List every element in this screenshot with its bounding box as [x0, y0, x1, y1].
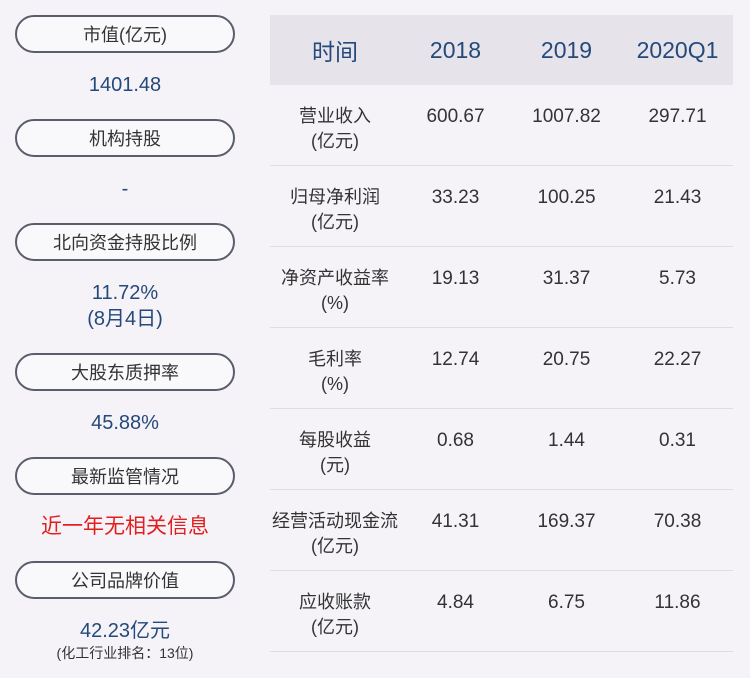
row-label: 应收账款 (亿元)	[270, 571, 400, 640]
market-cap-label: 市值(亿元)	[15, 15, 235, 53]
northbound-ratio-label: 北向资金持股比例	[15, 223, 235, 261]
table-cell: 21.43	[653, 187, 702, 208]
row-label-unit: (亿元)	[311, 212, 359, 232]
brand-value-label: 公司品牌价值	[15, 561, 235, 599]
row-label-unit: (亿元)	[311, 131, 359, 151]
table-cell: 600.67	[426, 106, 485, 127]
row-label-name: 毛利率	[308, 349, 362, 369]
table-row: 净资产收益率 (%) 19.13 31.37 5.73	[270, 247, 733, 328]
header-2018: 2018	[429, 36, 482, 63]
row-label-unit: (亿元)	[311, 536, 359, 556]
row-label: 营业收入 (亿元)	[270, 85, 400, 154]
table-cell: 20.75	[542, 349, 591, 370]
row-label-unit: (亿元)	[311, 617, 359, 637]
row-label: 归母净利润 (亿元)	[270, 166, 400, 235]
table-row: 应收账款 (亿元) 4.84 6.75 11.86	[270, 571, 733, 652]
left-panel: 市值(亿元) 1401.48 机构持股 - 北向资金持股比例 11.72% (8…	[0, 0, 250, 678]
table-cell: 22.27	[653, 349, 702, 370]
table-cell: 1007.82	[532, 106, 601, 127]
regulatory-status-value: 近一年无相关信息	[41, 515, 209, 538]
table-cell: 19.13	[431, 268, 480, 289]
pledge-ratio-label: 大股东质押率	[15, 353, 235, 391]
table-row: 归母净利润 (亿元) 33.23 100.25 21.43	[270, 166, 733, 247]
table-cell: 6.75	[548, 592, 585, 613]
market-cap-value: 1401.48	[88, 74, 162, 96]
table-cell: 100.25	[537, 187, 596, 208]
row-label-unit: (%)	[321, 374, 349, 394]
table-cell: 0.31	[659, 430, 696, 451]
table-cell: 297.71	[648, 106, 707, 127]
row-label: 净资产收益率 (%)	[270, 247, 400, 316]
regulatory-status-label: 最新监管情况	[15, 457, 235, 495]
header-2019: 2019	[540, 36, 593, 63]
row-label: 经营活动现金流 (亿元)	[270, 490, 400, 559]
northbound-ratio-value: 11.72%	[91, 282, 159, 304]
brand-value-value: 42.23亿元	[79, 620, 171, 642]
table-row: 每股收益 (元) 0.68 1.44 0.31	[270, 409, 733, 490]
table-cell: 11.86	[654, 592, 701, 613]
row-label: 每股收益 (元)	[270, 409, 400, 478]
row-label-name: 营业收入	[299, 106, 371, 126]
table-cell: 169.37	[537, 511, 596, 532]
table-cell: 41.31	[431, 511, 480, 532]
table-row: 毛利率 (%) 12.74 20.75 22.27	[270, 328, 733, 409]
row-label: 毛利率 (%)	[270, 328, 400, 397]
table-header: 时间 2018 2019 2020Q1	[270, 15, 733, 85]
table-cell: 31.37	[542, 268, 591, 289]
table-row: 经营活动现金流 (亿元) 41.31 169.37 70.38	[270, 490, 733, 571]
table-cell: 70.38	[653, 511, 702, 532]
header-2020q1: 2020Q1	[636, 36, 719, 63]
table-cell: 12.74	[431, 349, 480, 370]
table-cell: 33.23	[431, 187, 480, 208]
brand-value-rank-note: (化工行业排名：13位)	[56, 645, 194, 661]
header-period: 时间	[312, 39, 358, 65]
table-cell: 0.68	[437, 430, 474, 451]
table-cell: 1.44	[548, 430, 585, 451]
pledge-ratio-value: 45.88%	[91, 412, 159, 434]
institutional-holding-value: -	[121, 178, 129, 200]
row-label-name: 应收账款	[299, 592, 371, 612]
northbound-ratio-date: (8月4日)	[87, 308, 163, 330]
table-cell: 5.73	[659, 268, 696, 289]
financial-table: 时间 2018 2019 2020Q1 营业收入 (亿元) 600.67 1007.8…	[270, 15, 733, 652]
table-row: 营业收入 (亿元) 600.67 1007.82 297.71	[270, 85, 733, 166]
row-label-name: 每股收益	[299, 430, 371, 450]
row-label-unit: (元)	[320, 455, 350, 475]
row-label-name: 经营活动现金流	[272, 511, 398, 531]
row-label-name: 净资产收益率	[281, 268, 389, 288]
institutional-holding-label: 机构持股	[15, 119, 235, 157]
row-label-unit: (%)	[321, 293, 349, 313]
table-cell: 4.84	[437, 592, 474, 613]
row-label-name: 归母净利润	[290, 187, 380, 207]
